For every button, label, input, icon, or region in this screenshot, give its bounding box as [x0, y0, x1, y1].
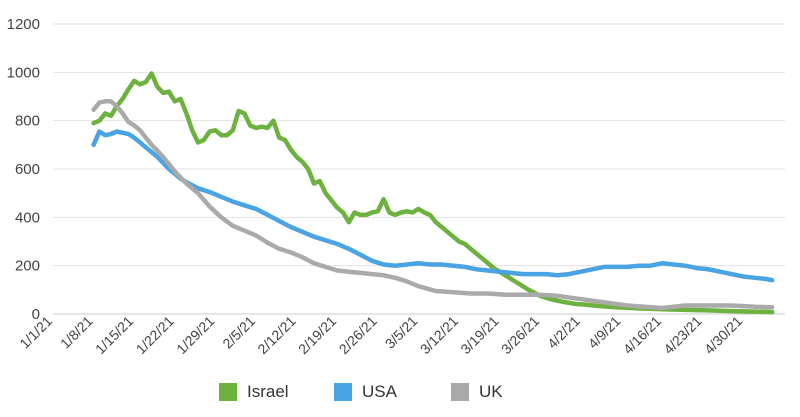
x-tick-label: 3/5/21 — [382, 313, 421, 352]
y-tick-label: 1200 — [7, 16, 40, 33]
series-line-usa — [91, 129, 775, 283]
y-axis-ticks: 0 200 400 600 800 1000 1200 — [7, 16, 40, 323]
x-tick-label: 2/19/21 — [295, 313, 339, 357]
x-tick-label: 1/29/21 — [173, 313, 217, 357]
x-tick-label: 2/5/21 — [219, 313, 258, 352]
legend-label-israel: Israel — [247, 382, 289, 401]
x-tick-label: 3/12/21 — [417, 313, 461, 357]
x-tick-label: 3/19/21 — [457, 313, 501, 357]
legend-swatch-uk — [451, 383, 469, 401]
y-tick-label: 600 — [15, 161, 40, 178]
legend-item-uk[interactable]: UK — [451, 378, 503, 406]
x-tick-label: 4/23/21 — [660, 313, 704, 357]
y-tick-label: 800 — [15, 113, 40, 130]
series-line-uk — [91, 99, 775, 311]
x-tick-label: 4/30/21 — [701, 313, 745, 357]
x-tick-label: 1/8/21 — [57, 313, 96, 352]
x-tick-label: 4/16/21 — [620, 313, 664, 357]
legend-label-uk: UK — [479, 382, 503, 401]
x-tick-label: 2/26/21 — [336, 313, 380, 357]
x-tick-label: 4/9/21 — [585, 313, 624, 352]
y-tick-label: 400 — [15, 209, 40, 226]
legend-item-israel[interactable]: Israel — [219, 378, 289, 406]
x-tick-label: 4/2/21 — [544, 313, 583, 352]
legend: Israel USA UK — [0, 378, 800, 408]
series-lines — [91, 71, 775, 315]
y-tick-label: 0 — [32, 306, 40, 323]
gridlines — [53, 23, 785, 267]
y-tick-label: 200 — [15, 258, 40, 275]
legend-label-usa: USA — [362, 382, 397, 401]
x-tick-label: 3/26/21 — [498, 313, 542, 357]
x-tick-label: 2/12/21 — [254, 313, 298, 357]
y-tick-label: 1000 — [7, 64, 40, 81]
x-tick-label: 1/15/21 — [92, 313, 136, 357]
legend-swatch-israel — [219, 383, 237, 401]
x-tick-label: 1/22/21 — [133, 313, 177, 357]
legend-swatch-usa — [334, 383, 352, 401]
x-axis-ticks: 1/1/21 1/8/211/15/211/22/211/29/21 2/5/212… — [16, 313, 745, 357]
series-line-israel — [91, 71, 775, 315]
legend-item-usa[interactable]: USA — [334, 378, 397, 406]
